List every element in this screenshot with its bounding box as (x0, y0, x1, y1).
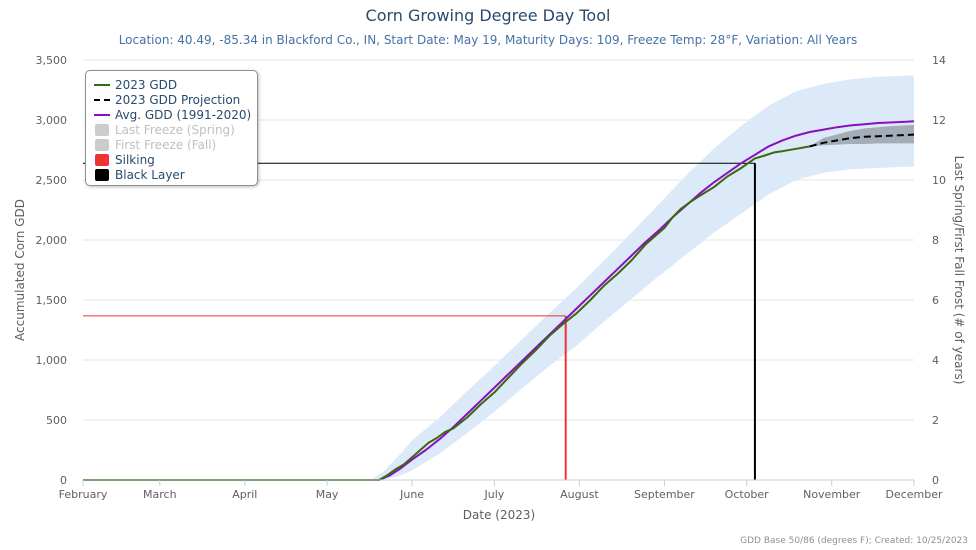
y2-tick-label: 12 (932, 114, 946, 127)
chart-title: Corn Growing Degree Day Tool (365, 6, 611, 25)
y-tick-label: 1,000 (36, 354, 68, 367)
legend-symbol (95, 139, 109, 151)
legend-label: Last Freeze (Spring) (115, 123, 235, 137)
legend-item-first-freeze-fall[interactable]: First Freeze (Fall) (94, 138, 216, 152)
y-axis-label: Accumulated Corn GDD (13, 199, 27, 341)
range-band (83, 75, 914, 480)
y-tick-label: 2,500 (36, 174, 68, 187)
legend-label: First Freeze (Fall) (115, 138, 217, 152)
x-axis-label: Date (2023) (463, 508, 535, 522)
series-2023-gdd-projection (809, 133, 915, 148)
x-tick-label: March (143, 488, 177, 501)
x-tick-label: October (725, 488, 769, 501)
legend-label: Black Layer (115, 168, 185, 182)
legend-item-silking[interactable]: Silking (94, 153, 155, 167)
x-tick-label: December (885, 488, 943, 501)
series-2023-gdd (83, 145, 810, 481)
legend-item-2023-gdd[interactable]: 2023 GDD (94, 78, 177, 92)
x-tick-label: July (483, 488, 504, 501)
x-tick-label: May (316, 488, 339, 501)
legend-label: 2023 GDD Projection (115, 93, 241, 107)
y2-tick-label: 10 (932, 174, 946, 187)
x-tick-label: June (399, 488, 424, 501)
chart-credits: GDD Base 50/86 (degrees F); Created: 10/… (740, 536, 968, 546)
marker-layer (83, 162, 756, 480)
y2-axis-label: Last Spring/First Fall Frost (# of years… (952, 156, 966, 385)
legend-item-black-layer[interactable]: Black Layer (94, 168, 185, 182)
legend-symbol (95, 169, 109, 181)
y2-tick-label: 4 (932, 354, 939, 367)
legend-symbol (94, 114, 110, 116)
legend-symbol (94, 99, 110, 101)
legend-item-last-freeze-spring[interactable]: Last Freeze (Spring) (94, 123, 235, 137)
legend-label: Avg. GDD (1991-2020) (115, 108, 252, 122)
chart-subtitle: Location: 40.49, -85.34 in Blackford Co.… (118, 33, 858, 47)
y2-tick-label: 6 (932, 294, 939, 307)
axis-layer: 0 500 1,000 1,500 2,000 2,500 3,000 3,500 0 2 4 6 8 1… (36, 54, 947, 501)
y-tick-label: 3,500 (36, 54, 68, 67)
y-tick-label: 3,000 (36, 114, 68, 127)
legend-symbol (94, 84, 110, 86)
y2-tick-label: 14 (932, 54, 946, 67)
legend-item-avg-gdd-1991-2020[interactable]: Avg. GDD (1991-2020) (94, 108, 251, 122)
x-tick-label: April (232, 488, 257, 501)
y-tick-label: 2,000 (36, 234, 68, 247)
y2-tick-label: 2 (932, 414, 939, 427)
legend-item-2023-gdd-projection[interactable]: 2023 GDD Projection (94, 93, 240, 107)
chart-legend: 2023 GDD 2023 GDD Projection Avg. GDD (199… (85, 70, 258, 186)
y2-tick-label: 8 (932, 234, 939, 247)
x-tick-label: November (803, 488, 861, 501)
y2-tick-label: 0 (932, 474, 939, 487)
y-tick-label: 0 (60, 474, 67, 487)
y-tick-label: 1,500 (36, 294, 68, 307)
legend-label: 2023 GDD (115, 78, 178, 92)
legend-symbol (95, 124, 109, 136)
series-layer (83, 120, 915, 481)
x-tick-label: February (59, 488, 108, 501)
legend-symbol (95, 154, 109, 166)
y-tick-label: 500 (46, 414, 67, 427)
x-tick-label: September (634, 488, 695, 501)
x-tick-label: August (560, 488, 599, 501)
legend-label: Silking (115, 153, 155, 167)
